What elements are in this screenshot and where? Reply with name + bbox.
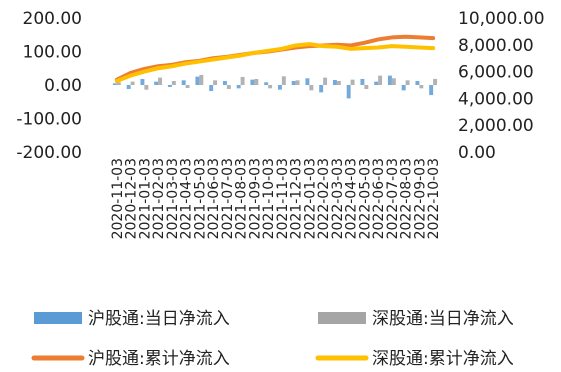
bar-0-12: [277, 85, 282, 90]
right-axis-ticks: 10,000.00 8,000.00 6,000.00 4,000.00 2,000.0…: [458, 9, 545, 163]
bar-0-17: [346, 85, 351, 99]
bar-0-21: [401, 85, 406, 91]
x-tick-label: 2022-04-03: [344, 158, 360, 239]
bar-1-7: [213, 80, 218, 85]
bar-1-0: [116, 82, 121, 85]
x-axis-ticks: 2020-11-032020-12-032021-01-032021-02-03…: [110, 158, 442, 239]
x-tick-label: 2022-06-03: [371, 158, 387, 239]
left-axis-tick: 100.00: [23, 43, 82, 63]
bar-0-15: [319, 85, 324, 93]
bar-1-16: [336, 80, 341, 85]
bar-1-9: [240, 76, 245, 85]
bar-0-7: [209, 85, 214, 92]
bar-0-11: [264, 82, 269, 85]
x-tick-label: 2021-08-03: [234, 158, 250, 239]
x-tick-label: 2021-10-03: [261, 158, 277, 239]
bar-0-4: [167, 85, 172, 88]
right-axis-tick: 4,000.00: [458, 89, 534, 109]
x-tick-label: 2021-03-03: [165, 158, 181, 239]
x-tick-label: 2022-03-03: [330, 158, 346, 239]
bar-0-5: [181, 80, 186, 85]
bar-0-6: [195, 76, 200, 86]
bar-1-14: [309, 85, 314, 91]
lines-layer: [114, 34, 436, 83]
bar-0-23: [429, 85, 434, 96]
legend-label-2: 沪股通:累计净流入: [88, 349, 230, 369]
bar-0-0: [112, 83, 117, 85]
x-tick-label: 2021-07-03: [220, 158, 236, 239]
bar-1-22: [419, 85, 424, 89]
x-tick-label: 2021-02-03: [151, 158, 167, 239]
bar-1-23: [433, 78, 438, 85]
bar-1-4: [171, 80, 176, 85]
x-tick-label: 2021-06-03: [206, 158, 222, 239]
bar-1-5: [185, 85, 190, 89]
bar-1-2: [144, 85, 149, 90]
bar-0-22: [415, 80, 420, 85]
left-axis-tick: 200.00: [23, 9, 82, 29]
bar-0-9: [236, 85, 241, 89]
bar-0-10: [250, 79, 255, 85]
bar-1-18: [364, 85, 369, 90]
left-axis-tick: 0.00: [44, 76, 82, 96]
bar-1-11: [268, 85, 273, 89]
x-tick-label: 2021-05-03: [192, 158, 208, 239]
x-tick-label: 2020-12-03: [124, 158, 140, 239]
x-tick-label: 2022-10-03: [426, 158, 442, 239]
bar-1-13: [295, 80, 300, 85]
bar-1-15: [323, 77, 328, 85]
x-tick-label: 2021-11-03: [275, 158, 291, 239]
bars-layer: [112, 74, 438, 99]
left-axis-ticks: 200.00 100.00 0.00 -100.00 -200.00: [16, 9, 82, 163]
x-tick-label: 2022-02-03: [316, 158, 332, 239]
legend-label-1: 深股通:当日净流入: [372, 309, 514, 329]
series-line-1: [114, 42, 436, 83]
x-tick-label: 2022-01-03: [302, 158, 318, 239]
legend-label-0: 沪股通:当日净流入: [88, 309, 230, 329]
legend-swatch-0: [34, 312, 82, 324]
bar-0-1: [126, 85, 131, 90]
legend-swatch-1: [318, 312, 366, 324]
bar-0-16: [332, 79, 337, 85]
series-line-0: [114, 34, 436, 82]
bar-1-12: [281, 76, 286, 85]
left-axis-tick: -100.00: [16, 110, 82, 130]
bar-1-8: [226, 85, 231, 90]
bar-0-8: [222, 80, 227, 85]
x-tick-label: 2021-12-03: [289, 158, 305, 239]
right-axis-tick: 10,000.00: [458, 9, 545, 29]
x-tick-label: 2022-07-03: [385, 158, 401, 239]
x-tick-label: 2021-01-03: [137, 158, 153, 239]
right-axis-tick: 8,000.00: [458, 36, 534, 56]
bar-0-19: [374, 81, 379, 85]
x-tick-label: 2022-08-03: [399, 158, 415, 239]
x-tick-label: 2021-04-03: [179, 158, 195, 239]
x-tick-label: 2022-09-03: [412, 158, 428, 239]
bar-1-1: [130, 81, 135, 85]
x-tick-label: 2020-11-03: [110, 158, 126, 239]
right-axis-tick: 2,000.00: [458, 116, 534, 136]
bar-1-17: [350, 79, 355, 85]
x-tick-label: 2021-09-03: [247, 158, 263, 239]
right-axis-tick: 0.00: [458, 143, 496, 163]
legend-label-3: 深股通:累计净流入: [372, 349, 514, 369]
bar-0-18: [360, 78, 365, 85]
bar-0-2: [140, 78, 145, 85]
bar-0-13: [291, 80, 296, 85]
bar-1-6: [199, 74, 204, 85]
bar-1-21: [405, 80, 410, 85]
bar-1-3: [158, 77, 163, 85]
left-axis-tick: -200.00: [16, 143, 82, 163]
right-axis-tick: 6,000.00: [458, 63, 534, 83]
bar-1-19: [378, 75, 383, 85]
bar-0-3: [154, 81, 159, 85]
bar-1-10: [254, 78, 259, 85]
bar-0-14: [305, 78, 310, 85]
x-tick-label: 2022-05-03: [357, 158, 373, 239]
bar-1-20: [391, 78, 396, 85]
bar-0-20: [387, 75, 392, 85]
